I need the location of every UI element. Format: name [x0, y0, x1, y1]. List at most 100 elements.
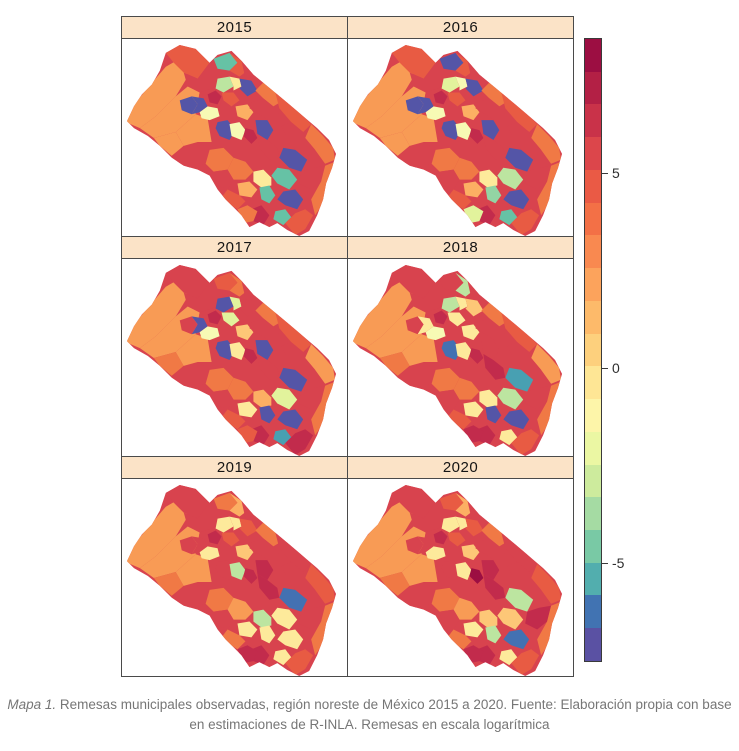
municipality-cell: [475, 538, 506, 563]
municipality-cell: [417, 536, 434, 555]
municipality-cell: [199, 546, 220, 561]
municipality-cell: [257, 134, 280, 160]
municipality-cell: [221, 189, 246, 210]
municipality-cell: [241, 500, 264, 531]
municipality-cell: [277, 629, 304, 650]
map-panel-2020: 2020: [347, 456, 574, 677]
municipality-cell: [277, 189, 304, 210]
municipality-cell: [271, 387, 298, 410]
municipality-cell: [255, 560, 274, 580]
municipality-cell: [175, 554, 212, 586]
choropleth-map: [352, 484, 563, 676]
municipality-cell: [401, 554, 438, 586]
colorbar-segment: [585, 497, 601, 531]
municipality-cell: [205, 367, 234, 392]
municipality-cell: [215, 296, 234, 313]
municipality-cell: [481, 302, 510, 327]
colorbar-segment: [585, 268, 601, 301]
municipality-cell: [352, 278, 414, 349]
municipality-cell: [431, 587, 460, 612]
municipality-cell: [501, 532, 538, 573]
municipality-cell: [213, 492, 238, 511]
municipality-cell: [235, 544, 254, 561]
municipality-cell: [221, 532, 240, 547]
municipality-cell: [239, 518, 258, 537]
municipality-cell: [425, 546, 446, 561]
municipality-cell: [507, 122, 542, 160]
municipality-cell: [243, 128, 258, 144]
municipality-cell: [205, 587, 234, 612]
municipality-cell: [409, 274, 452, 313]
municipality-cell: [241, 280, 264, 311]
municipality-cell: [275, 92, 312, 133]
municipality-cell: [171, 141, 210, 168]
municipality-cell: [205, 147, 234, 172]
municipality-cell: [255, 340, 274, 360]
municipality-cell: [126, 278, 188, 349]
municipality-cell: [281, 122, 316, 160]
colorbar-segment: [585, 137, 601, 170]
municipality-cell: [237, 181, 258, 198]
municipality-cell: [179, 536, 198, 555]
municipality-cell: [311, 601, 336, 656]
municipality-cell: [469, 568, 484, 584]
municipality-cell: [477, 645, 496, 666]
municipality-cell: [249, 538, 280, 563]
panel-year-label: 2018: [442, 239, 479, 256]
municipality-cell: [183, 54, 226, 93]
municipality-cell: [259, 625, 276, 644]
municipality-cell: [207, 90, 222, 105]
map-panel-2018: 2018: [347, 236, 574, 457]
municipality-cell: [477, 205, 496, 226]
municipality-cell: [501, 312, 538, 353]
municipality-cell: [221, 92, 240, 107]
region-base: [126, 264, 337, 456]
municipality-cell: [175, 334, 212, 366]
municipality-cell: [379, 352, 410, 376]
municipality-cell: [537, 161, 562, 216]
municipality-cell: [191, 316, 208, 335]
municipality-cell: [311, 161, 336, 216]
municipality-cell: [401, 334, 438, 366]
colorbar-segment: [585, 71, 601, 105]
caption-label: Mapa 1.: [7, 697, 57, 712]
municipality-cell: [229, 76, 242, 91]
municipality-cell: [237, 401, 258, 418]
municipality-cell: [467, 500, 490, 531]
municipality-cell: [469, 348, 484, 364]
municipality-cell: [463, 401, 484, 418]
municipality-cell: [453, 597, 480, 620]
municipality-cell: [479, 609, 498, 628]
municipality-cell: [191, 536, 208, 555]
colorbar-tick-label: 0: [612, 360, 620, 377]
municipality-cell: [171, 361, 210, 388]
municipality-cell: [447, 312, 466, 327]
municipality-cell: [251, 645, 270, 666]
municipality-cell: [229, 342, 246, 360]
region-base: [126, 44, 337, 236]
map-panel-2016: 2016: [347, 16, 574, 237]
municipality-cell: [455, 76, 468, 91]
municipality-cell: [501, 92, 538, 133]
colorbar-tick: [601, 368, 608, 370]
municipality-cell: [237, 621, 258, 638]
municipality-cell: [431, 147, 460, 172]
municipality-cell: [417, 96, 434, 115]
municipality-cell: [485, 625, 502, 644]
municipality-cell: [259, 405, 276, 424]
municipality-cell: [467, 280, 490, 311]
municipality-cell: [352, 498, 414, 569]
municipality-cell: [505, 147, 534, 172]
municipality-cell: [207, 530, 222, 545]
municipality-cell: [379, 572, 410, 596]
municipality-cell: [455, 562, 472, 580]
municipality-cell: [253, 609, 272, 628]
municipality-cell: [243, 348, 258, 364]
region-base: [352, 44, 563, 236]
municipality-cell: [461, 544, 480, 561]
municipality-cell: [253, 169, 272, 188]
municipality-cell: [537, 381, 562, 436]
municipality-cell: [499, 649, 518, 666]
municipality-cell: [281, 342, 316, 380]
municipality-cell: [439, 609, 460, 630]
